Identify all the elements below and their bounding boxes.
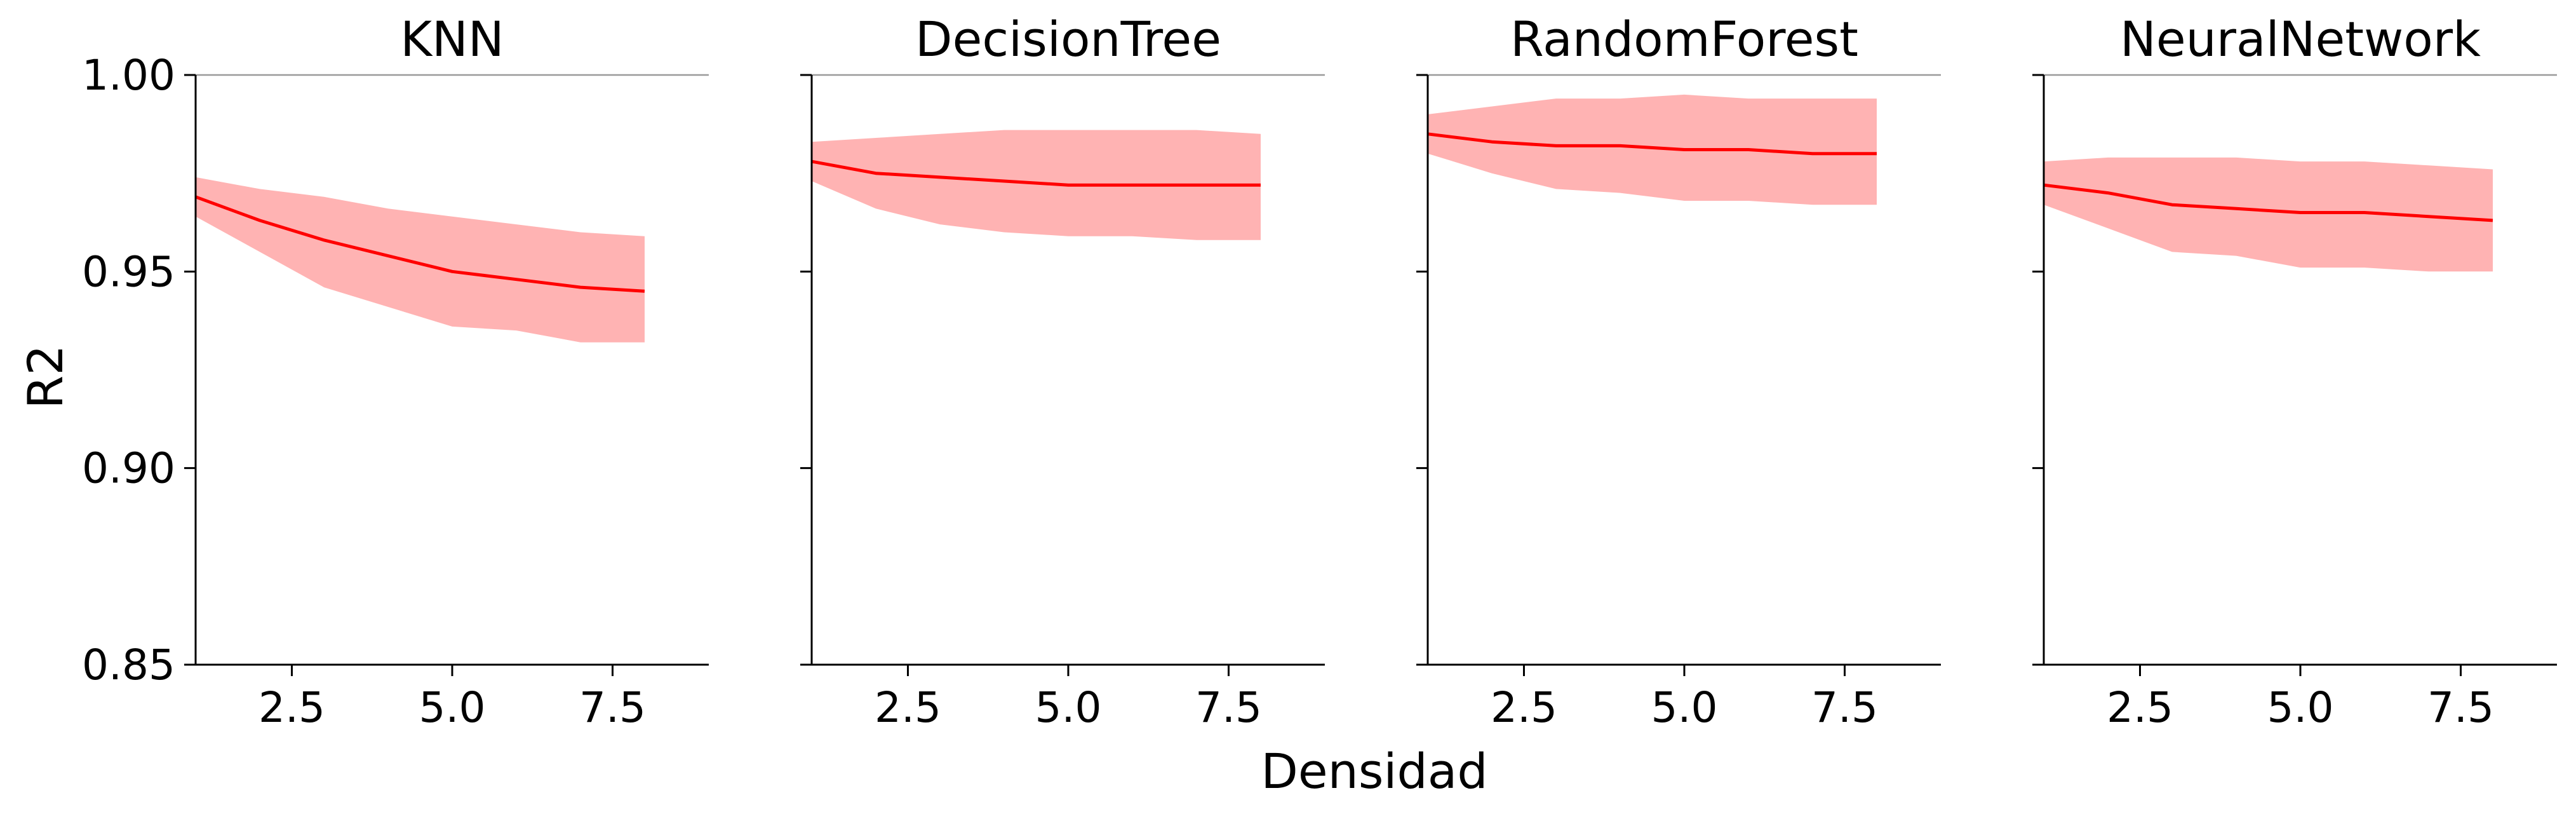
panel-title: NeuralNetwork <box>2120 11 2481 67</box>
panel-4: 2.5 5.0 7.5 NeuralNetwork <box>2032 11 2557 732</box>
x-tick-label: 5.0 <box>419 683 486 732</box>
x-tick-label: 2.5 <box>2107 683 2173 732</box>
y-tick-label: 0.90 <box>82 444 175 493</box>
figure-ylabel: R2 <box>17 344 74 409</box>
confidence-band <box>1428 94 1877 205</box>
x-tick-label: 7.5 <box>579 683 646 732</box>
series-line <box>2043 183 2493 222</box>
panel-3: 2.5 5.0 7.5 RandomForest <box>1416 11 1941 732</box>
figure-xlabel: Densidad <box>1261 743 1487 799</box>
panel-title: KNN <box>400 11 504 67</box>
x-tick-label: 5.0 <box>2267 683 2334 732</box>
confidence-band <box>812 130 1261 240</box>
x-tick-label: 7.5 <box>1811 683 1878 732</box>
series-line <box>195 195 645 293</box>
y-tick-label: 0.85 <box>82 641 175 689</box>
panel-title: DecisionTree <box>915 11 1221 67</box>
panel-1: 0.85 0.90 0.95 1.00 2.5 5.0 7.5 KNN <box>82 11 709 732</box>
x-tick-label: 5.0 <box>1651 683 1718 732</box>
confidence-band <box>196 177 645 343</box>
series-line <box>811 159 1261 187</box>
panel-2: 2.5 5.0 7.5 DecisionTree <box>800 11 1325 732</box>
x-tick-label: 2.5 <box>875 683 941 732</box>
x-tick-label: 7.5 <box>1195 683 1262 732</box>
chart-panels: 0.85 0.90 0.95 1.00 2.5 5.0 7.5 KNN 2.5 5.0 7.5 Dec… <box>82 11 2557 732</box>
x-tick-label: 2.5 <box>1491 683 1557 732</box>
series-line <box>1427 132 1877 156</box>
panel-title: RandomForest <box>1510 11 1858 67</box>
y-tick-label: 0.95 <box>82 247 175 296</box>
x-tick-label: 7.5 <box>2427 683 2494 732</box>
confidence-band <box>2044 157 2493 272</box>
y-tick-label: 1.00 <box>82 51 175 100</box>
x-tick-label: 2.5 <box>258 683 325 732</box>
x-tick-label: 5.0 <box>1035 683 1102 732</box>
